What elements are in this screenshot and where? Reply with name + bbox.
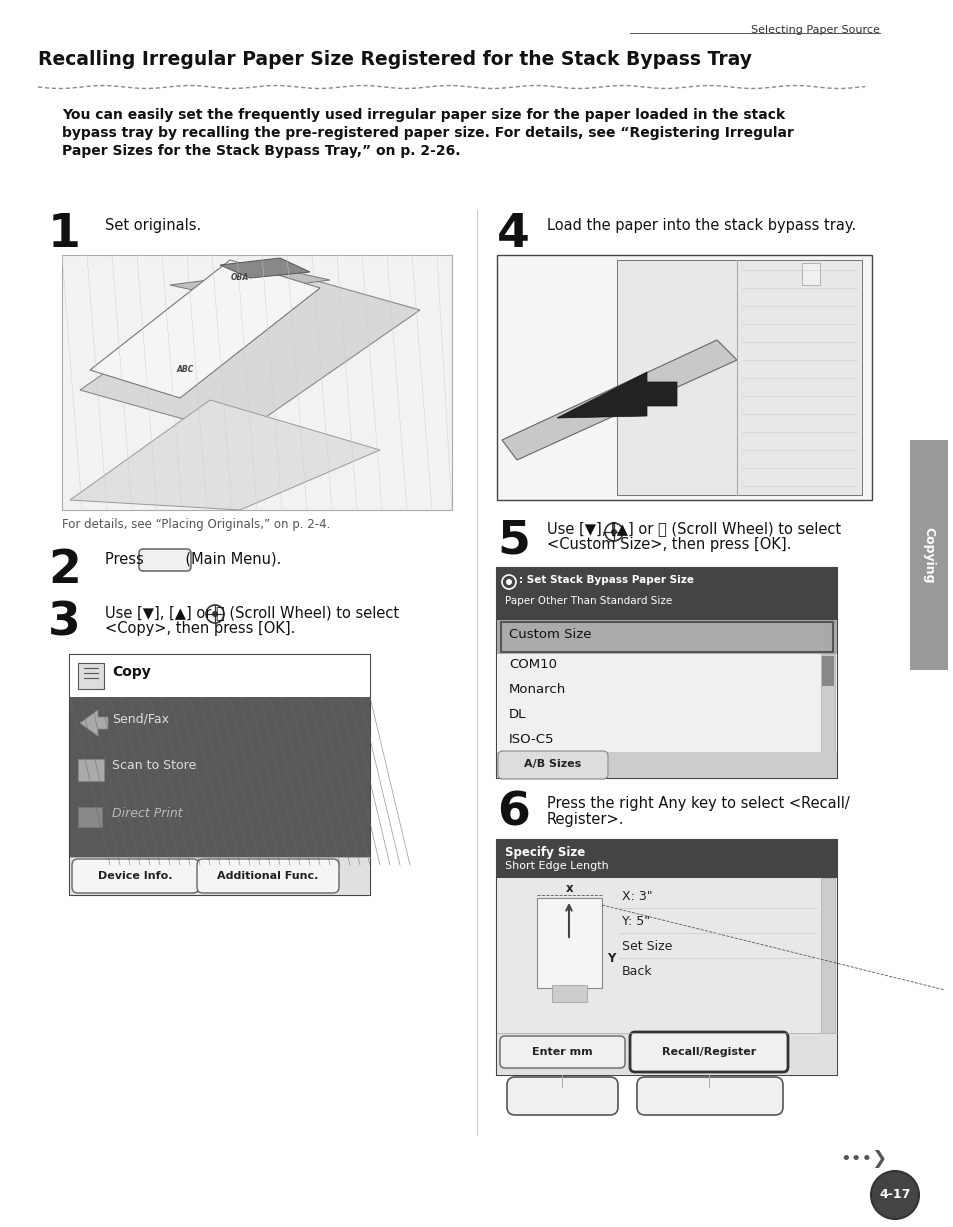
FancyBboxPatch shape bbox=[499, 1036, 624, 1067]
Text: Short Edge Length: Short Edge Length bbox=[504, 861, 608, 871]
Bar bbox=[497, 1033, 836, 1075]
Text: Set originals.: Set originals. bbox=[105, 218, 201, 233]
Text: Custom Size: Custom Size bbox=[509, 628, 591, 640]
Bar bbox=[78, 760, 104, 782]
Text: ABC: ABC bbox=[176, 366, 193, 374]
Text: Selecting Paper Source: Selecting Paper Source bbox=[750, 25, 879, 36]
Bar bbox=[821, 879, 834, 1033]
Text: 2: 2 bbox=[48, 548, 81, 593]
Text: COM10: COM10 bbox=[509, 658, 557, 671]
Bar bbox=[801, 263, 820, 285]
Bar bbox=[497, 879, 836, 1033]
Polygon shape bbox=[557, 372, 677, 418]
Text: 4: 4 bbox=[497, 212, 529, 256]
Polygon shape bbox=[90, 260, 319, 398]
Bar bbox=[909, 440, 947, 670]
FancyBboxPatch shape bbox=[506, 1077, 618, 1115]
Bar bbox=[497, 620, 836, 654]
Polygon shape bbox=[170, 270, 330, 294]
Text: You can easily set the frequently used irregular paper size for the paper loaded: You can easily set the frequently used i… bbox=[62, 108, 784, 121]
Text: Specify Size: Specify Size bbox=[504, 845, 584, 859]
Bar bbox=[537, 898, 601, 988]
Text: ISO-C5: ISO-C5 bbox=[509, 733, 554, 746]
Polygon shape bbox=[70, 400, 379, 510]
Text: Use [▼], [▲] or Ⓞ (Scroll Wheel) to select: Use [▼], [▲] or Ⓞ (Scroll Wheel) to sele… bbox=[105, 605, 398, 620]
Polygon shape bbox=[80, 710, 108, 736]
Text: Monarch: Monarch bbox=[509, 683, 566, 696]
Text: X: 3": X: 3" bbox=[621, 890, 652, 903]
Text: bypass tray by recalling the pre-registered paper size. For details, see “Regist: bypass tray by recalling the pre-registe… bbox=[62, 126, 793, 140]
Bar bbox=[70, 655, 370, 697]
FancyBboxPatch shape bbox=[629, 1032, 787, 1072]
Polygon shape bbox=[501, 340, 737, 460]
Text: OBA: OBA bbox=[231, 274, 249, 282]
Bar bbox=[497, 752, 836, 778]
Bar bbox=[497, 840, 836, 879]
Text: Press         (Main Menu).: Press (Main Menu). bbox=[105, 552, 281, 567]
FancyBboxPatch shape bbox=[139, 548, 191, 571]
Bar bbox=[78, 807, 102, 827]
Text: Paper Other Than Standard Size: Paper Other Than Standard Size bbox=[504, 596, 672, 606]
Text: A/B Sizes: A/B Sizes bbox=[524, 760, 581, 769]
Text: Enter mm: Enter mm bbox=[531, 1047, 592, 1056]
Text: For details, see “Placing Originals,” on p. 2-4.: For details, see “Placing Originals,” on… bbox=[62, 518, 330, 531]
Text: Y: Y bbox=[606, 952, 615, 964]
Text: Load the paper into the stack bypass tray.: Load the paper into the stack bypass tra… bbox=[546, 218, 855, 233]
Text: Copy: Copy bbox=[112, 665, 151, 679]
Circle shape bbox=[505, 579, 512, 585]
Bar bbox=[70, 856, 370, 894]
Text: Send/Fax: Send/Fax bbox=[112, 712, 169, 725]
Text: Direct Print: Direct Print bbox=[112, 807, 182, 820]
Text: Use [▼], [▲] or Ⓞ (Scroll Wheel) to select: Use [▼], [▲] or Ⓞ (Scroll Wheel) to sele… bbox=[546, 521, 841, 536]
Bar bbox=[821, 656, 833, 686]
Text: Copying: Copying bbox=[922, 526, 935, 583]
FancyBboxPatch shape bbox=[196, 859, 338, 893]
Text: Paper Sizes for the Stack Bypass Tray,” on p. 2-26.: Paper Sizes for the Stack Bypass Tray,” … bbox=[62, 144, 460, 158]
Text: 6: 6 bbox=[497, 790, 529, 836]
Circle shape bbox=[212, 611, 218, 617]
Text: Recalling Irregular Paper Size Registered for the Stack Bypass Tray: Recalling Irregular Paper Size Registere… bbox=[38, 50, 751, 69]
Text: Register>.: Register>. bbox=[546, 812, 624, 827]
Bar bbox=[821, 654, 834, 752]
Text: •••❯: •••❯ bbox=[840, 1150, 886, 1168]
Text: 5: 5 bbox=[497, 518, 529, 563]
Bar bbox=[497, 654, 836, 752]
FancyBboxPatch shape bbox=[71, 859, 199, 893]
Text: DL: DL bbox=[509, 708, 526, 721]
Bar bbox=[617, 260, 862, 494]
Text: 3: 3 bbox=[48, 600, 81, 645]
Bar bbox=[497, 568, 836, 620]
Text: Press the right Any key to select <Recall/: Press the right Any key to select <Recal… bbox=[546, 796, 849, 811]
Text: Scan to Store: Scan to Store bbox=[112, 760, 196, 772]
Circle shape bbox=[610, 529, 617, 535]
Bar bbox=[62, 255, 452, 510]
Bar bbox=[70, 655, 370, 894]
Polygon shape bbox=[220, 258, 310, 279]
Text: 1: 1 bbox=[48, 212, 81, 256]
FancyBboxPatch shape bbox=[497, 751, 607, 779]
Bar bbox=[497, 568, 836, 778]
Bar bbox=[500, 622, 832, 652]
FancyBboxPatch shape bbox=[637, 1077, 782, 1115]
Text: Set Size: Set Size bbox=[621, 940, 672, 953]
Text: 4-17: 4-17 bbox=[879, 1189, 910, 1201]
Text: Back: Back bbox=[621, 964, 652, 978]
Text: <Copy>, then press [OK].: <Copy>, then press [OK]. bbox=[105, 621, 295, 636]
Text: : Set Stack Bypass Paper Size: : Set Stack Bypass Paper Size bbox=[518, 575, 693, 585]
Bar bbox=[78, 663, 104, 690]
Text: x: x bbox=[565, 882, 573, 894]
Circle shape bbox=[870, 1171, 918, 1218]
Bar bbox=[497, 255, 871, 499]
Polygon shape bbox=[80, 265, 419, 436]
Polygon shape bbox=[552, 985, 586, 1002]
Text: Device Info.: Device Info. bbox=[97, 871, 172, 881]
Text: <Custom Size>, then press [OK].: <Custom Size>, then press [OK]. bbox=[546, 537, 791, 552]
Bar bbox=[70, 697, 370, 865]
Text: Recall/Register: Recall/Register bbox=[661, 1047, 756, 1056]
Text: Y: 5": Y: 5" bbox=[621, 915, 649, 928]
Bar bbox=[497, 840, 836, 1075]
Text: Additional Func.: Additional Func. bbox=[217, 871, 318, 881]
